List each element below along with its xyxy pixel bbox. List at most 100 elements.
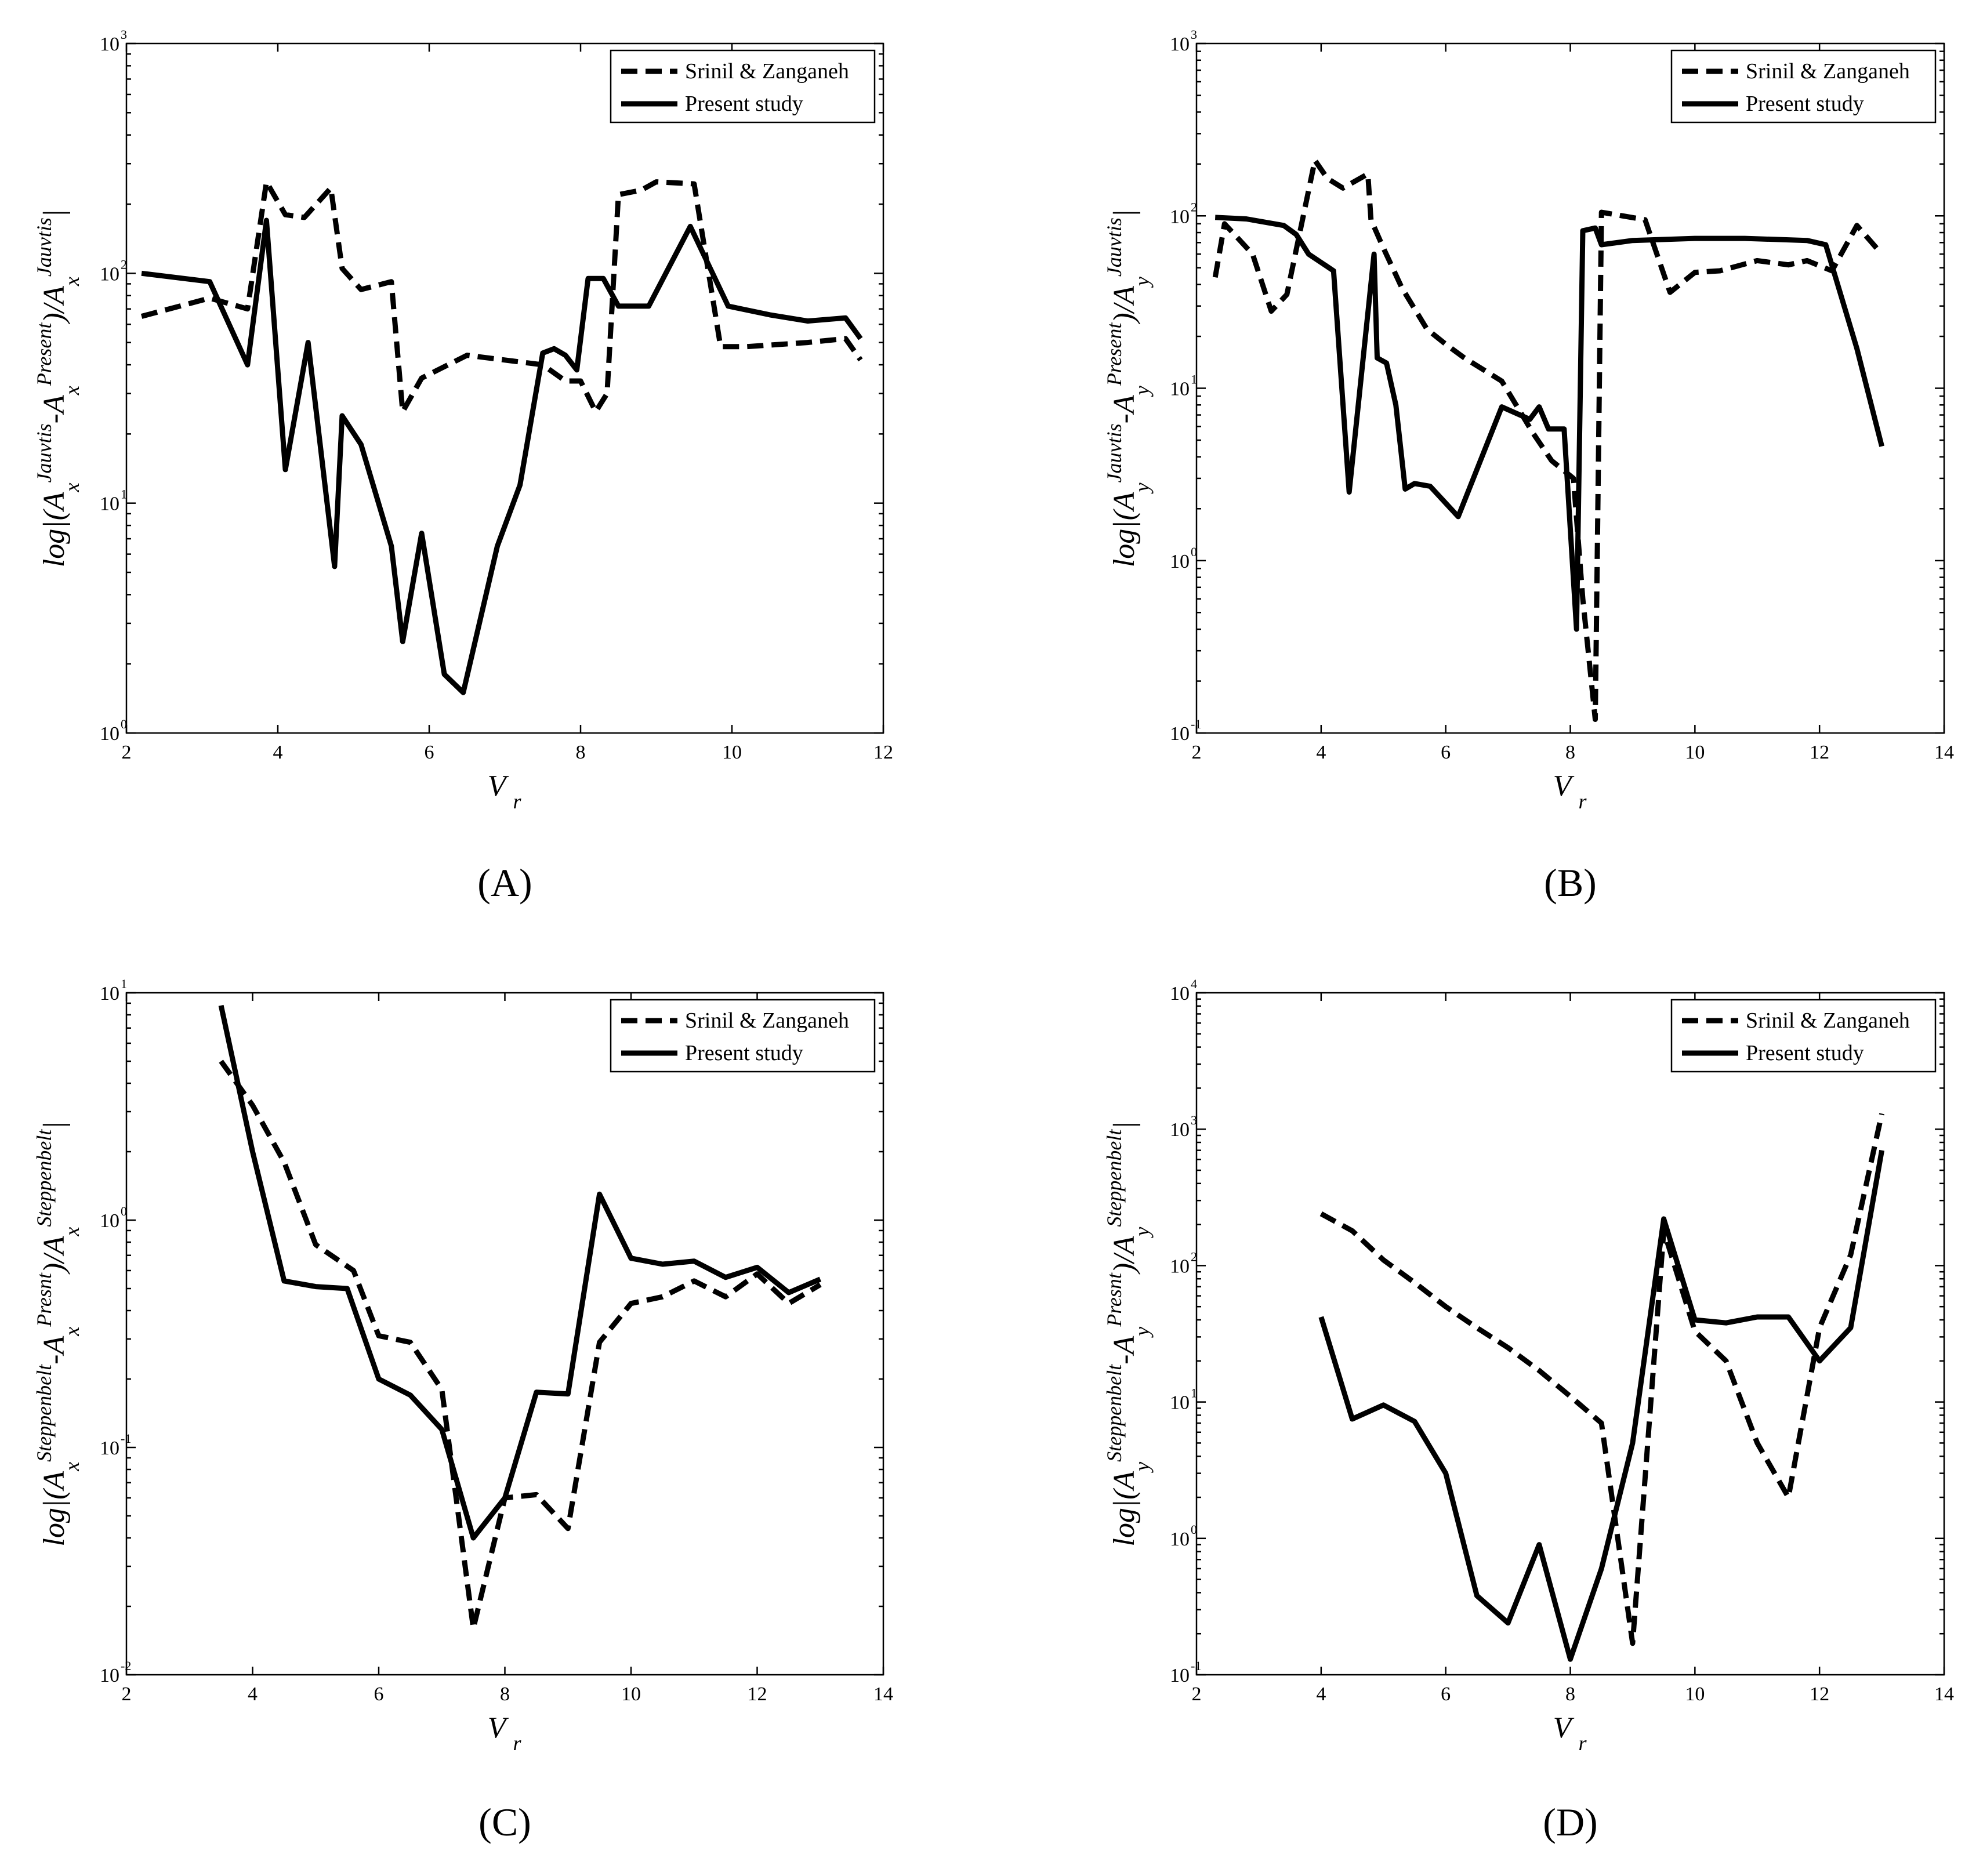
series-line-present-study [1318, 1149, 1885, 1662]
y-tick-label: 10 [100, 1438, 119, 1459]
x-tick-label: 6 [374, 1683, 384, 1705]
panel-label: (A) [477, 861, 532, 905]
y-axis-label: log|(AyJauvtis-AyPresent)/AyJauvtis| [1103, 209, 1154, 567]
x-tick-label: 12 [748, 1683, 767, 1705]
x-tick-label: 4 [248, 1683, 258, 1705]
y-tick-exponent: 2 [1191, 199, 1197, 214]
x-tick-label: 10 [722, 742, 742, 763]
x-tick-label: 10 [1685, 1683, 1705, 1705]
legend-label-present-study: Present study [1746, 92, 1864, 116]
y-tick-label: 10 [1170, 1529, 1190, 1550]
x-axis-label-sub: r [513, 1732, 522, 1755]
x-tick-label: 8 [576, 742, 586, 763]
legend-label-srinil-zanganeh: Srinil & Zanganeh [1746, 1008, 1910, 1033]
y-tick-exponent: -1 [1191, 717, 1201, 731]
series-line-present-study [218, 1004, 822, 1541]
x-tick-label: 4 [273, 742, 283, 763]
y-tick-exponent: 3 [1191, 1113, 1197, 1127]
y-tick-label: 10 [1170, 379, 1190, 400]
y-tick-label: 10 [100, 1665, 119, 1686]
y-tick-exponent: 0 [1191, 545, 1197, 559]
y-tick-label: 10 [100, 34, 119, 55]
legend-box [1670, 999, 1937, 1073]
y-axis-label: log|(AxJauvtis-AxPresent)/AxJauvtis| [32, 209, 84, 567]
y-tick-label: 10 [100, 1210, 119, 1232]
y-tick-label: 10 [1170, 206, 1190, 227]
x-tick-label: 12 [873, 742, 893, 763]
y-tick-label: 10 [100, 494, 119, 515]
y-tick-exponent: 1 [121, 977, 127, 991]
y-tick-exponent: 4 [1191, 977, 1197, 991]
panel-label: (C) [478, 1800, 531, 1844]
x-axis-label-sub: r [1579, 790, 1587, 813]
x-axis-label: V [1553, 1711, 1575, 1744]
legend-label-srinil-zanganeh: Srinil & Zanganeh [685, 1008, 849, 1033]
plot-frame [125, 42, 884, 734]
x-axis-label: V [488, 770, 509, 803]
plot-frame [1195, 992, 1945, 1676]
x-tick-label: 10 [621, 1683, 641, 1705]
legend-label-srinil-zanganeh: Srinil & Zanganeh [685, 59, 849, 84]
y-axis-label: log|(AySteppenbelt-AyPresnt)/AySteppenbe… [1103, 1121, 1154, 1546]
x-tick-label: 14 [873, 1683, 893, 1705]
y-tick-exponent: 1 [1191, 372, 1197, 387]
x-axis-label: V [1553, 770, 1575, 803]
y-tick-exponent: 0 [121, 1204, 127, 1218]
series-line-srinil-zanganeh [140, 179, 863, 415]
legend-label-srinil-zanganeh: Srinil & Zanganeh [1746, 59, 1910, 84]
x-tick-label: 8 [500, 1683, 510, 1705]
legend-label-present-study: Present study [685, 1041, 803, 1065]
y-tick-exponent: 2 [1191, 1249, 1197, 1264]
x-tick-label: 6 [1441, 1683, 1451, 1705]
x-tick-label: 10 [1685, 742, 1705, 763]
x-axis-label: V [488, 1711, 509, 1744]
y-tick-label: 10 [100, 263, 119, 285]
series-line-present-study [141, 217, 863, 695]
x-axis-label-sub: r [513, 790, 522, 813]
legend-label-present-study: Present study [685, 92, 803, 116]
y-tick-label: 10 [1170, 1665, 1190, 1686]
y-tick-label: 10 [1170, 1392, 1190, 1414]
y-tick-label: 10 [1170, 551, 1190, 572]
y-tick-label: 10 [1170, 723, 1190, 745]
x-tick-label: 14 [1934, 742, 1954, 763]
series-line-srinil-zanganeh [1212, 158, 1884, 722]
y-tick-exponent: 3 [121, 27, 127, 42]
y-tick-exponent: -1 [121, 1431, 131, 1446]
y-tick-label: 10 [100, 723, 119, 745]
x-tick-label: 12 [1810, 742, 1829, 763]
x-tick-label: 4 [1316, 1683, 1326, 1705]
series-line-srinil-zanganeh [1319, 1113, 1884, 1646]
legend-box [610, 49, 876, 124]
x-tick-label: 8 [1565, 742, 1575, 763]
legend-box [610, 999, 876, 1073]
series-line-present-study [1214, 215, 1884, 632]
panel-label: (B) [1544, 861, 1597, 905]
y-tick-exponent: 0 [1191, 1522, 1197, 1537]
y-tick-label: 10 [1170, 983, 1190, 1004]
series-line-srinil-zanganeh [219, 1059, 822, 1631]
y-tick-exponent: -2 [121, 1659, 131, 1673]
x-tick-label: 6 [425, 742, 434, 763]
y-tick-exponent: 1 [1191, 1386, 1197, 1400]
y-tick-exponent: 2 [121, 257, 127, 271]
x-tick-label: 2 [1192, 1683, 1202, 1705]
y-tick-label: 10 [1170, 1255, 1190, 1277]
y-tick-label: 10 [100, 983, 119, 1004]
y-axis-label: log|(AxSteppenbelt-AxPresnt)/AxSteppenbe… [32, 1121, 84, 1546]
x-tick-label: 14 [1934, 1683, 1954, 1705]
y-tick-label: 10 [1170, 1119, 1190, 1141]
x-tick-label: 2 [122, 742, 132, 763]
x-tick-label: 6 [1441, 742, 1451, 763]
x-tick-label: 2 [122, 1683, 132, 1705]
x-axis-label-sub: r [1579, 1732, 1587, 1755]
y-tick-exponent: 0 [121, 717, 127, 731]
plot-frame [1195, 42, 1945, 734]
y-tick-label: 10 [1170, 34, 1190, 55]
x-tick-label: 12 [1810, 1683, 1829, 1705]
